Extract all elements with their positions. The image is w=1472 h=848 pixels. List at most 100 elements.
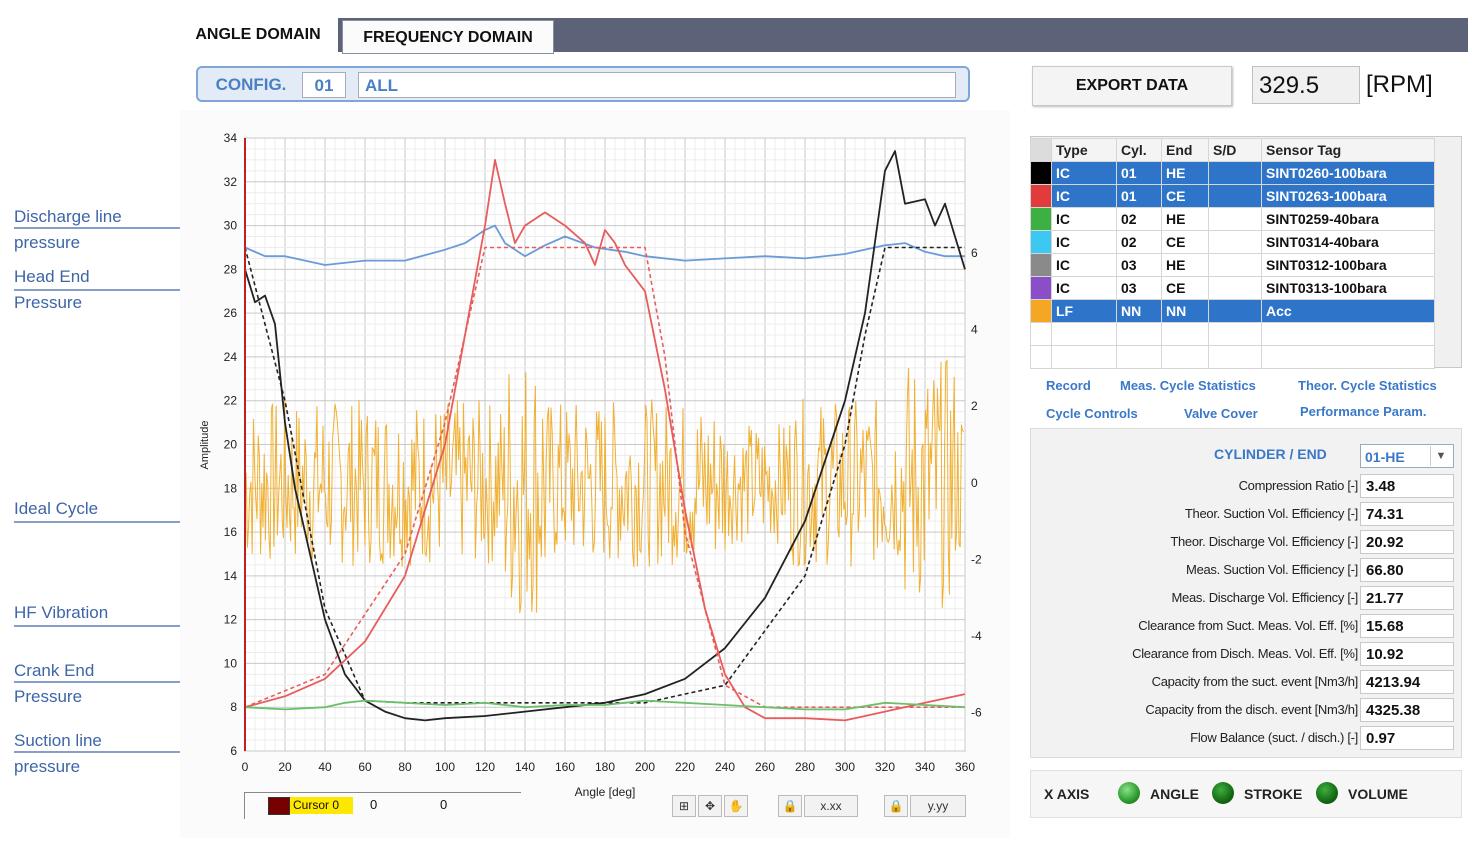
sensor-cell-tag: SINT0314-40bara [1261,230,1435,254]
volume-radio-led[interactable] [1316,782,1338,804]
series-discharge-line-pressure [244,224,965,266]
stat-label: Compression Ratio [-] [1238,478,1359,493]
tab-performance-param[interactable]: Performance Param. [1300,404,1427,419]
sensor-row-empty[interactable] [1030,322,1435,346]
series-hf-vibration [244,358,965,614]
series-head-end-pressure [244,150,966,722]
sensor-color-swatch[interactable] [1030,299,1052,323]
x-tick-label: 340 [915,760,935,774]
y2-tick-label: -6 [971,706,982,720]
annotation-text: Suction line [14,731,102,750]
x-tick-label: 260 [755,760,775,774]
y2-tick-label: 6 [971,246,978,260]
tab-frequency-domain[interactable]: FREQUENCY DOMAIN [342,20,554,54]
y-tick-label: 20 [224,438,238,452]
sensor-cell-tag: Acc [1261,299,1435,323]
stat-label: Capacity from the disch. event [Nm3/h] [1145,702,1358,717]
sensor-row[interactable]: IC 03 HE SINT0312-100bara [1030,253,1435,277]
sensor-cell-end: HE [1161,161,1209,185]
volume-option-label[interactable]: VOLUME [1348,786,1408,802]
x-tick-label: 180 [595,760,615,774]
column-header[interactable]: Cyl. [1116,138,1162,162]
sensor-cell-end: HE [1161,253,1209,277]
sensor-row[interactable]: IC 01 HE SINT0260-100bara [1030,161,1435,185]
config-number-field[interactable]: 01 [302,72,346,98]
angle-radio-led[interactable] [1118,782,1140,804]
stat-value: 4213.94 [1360,670,1454,694]
x-tick-label: 60 [358,760,372,774]
zoom-grid-tool[interactable]: ⊞ [672,795,696,817]
stat-label: Clearance from Suct. Meas. Vol. Eff. [%] [1138,618,1358,633]
cylinder-end-select[interactable]: 01-HE [1360,444,1454,468]
stat-label: Clearance from Disch. Meas. Vol. Eff. [%… [1132,646,1358,661]
x-lock-icon[interactable]: 🔒 [778,795,802,817]
sensor-cell-type: IC [1051,253,1117,277]
sensor-table: Type Cyl. End S/D Sensor Tag IC 01 HE SINT0… [1030,138,1435,369]
pan-tool[interactable]: ✥ [698,795,722,817]
annotation-text: HF Vibration [14,603,109,622]
sensor-row[interactable]: IC 02 CE SINT0314-40bara [1030,230,1435,254]
stroke-radio-led[interactable] [1212,782,1234,804]
series-suction-line-pressure [244,699,966,711]
tab-meas-cycle-statistics[interactable]: Meas. Cycle Statistics [1120,378,1256,393]
sensor-cell-type: IC [1051,184,1117,208]
sensor-color-swatch[interactable] [1030,207,1052,231]
sensor-row[interactable]: LF NN NN Acc [1030,299,1435,323]
tab-angle-domain[interactable]: ANGLE DOMAIN [178,18,338,52]
sensor-row[interactable]: IC 03 CE SINT0313-100bara [1030,276,1435,300]
x-tick-label: 40 [318,760,332,774]
rpm-unit: [RPM] [1366,71,1433,98]
column-header[interactable]: End [1161,138,1209,162]
cursor-color-swatch[interactable] [268,797,290,815]
annotation-text: pressure [14,757,81,776]
config-selection-field[interactable]: ALL [358,72,956,98]
annotation-ideal-cycle: Ideal Cycle [14,496,98,522]
stat-value: 20.92 [1360,530,1454,554]
angle-option-label[interactable]: ANGLE [1150,786,1199,802]
sensor-cell-cyl: 03 [1116,253,1162,277]
sensor-cell-tag: SINT0260-100bara [1261,161,1435,185]
export-data-button[interactable]: EXPORT DATA [1032,66,1232,106]
stat-label: Flow Balance (suct. / disch.) [-] [1190,730,1358,745]
series-crank-end-pressure [244,159,966,722]
tab-theor-cycle-statistics[interactable]: Theor. Cycle Statistics [1298,378,1437,393]
tab-valve-cover[interactable]: Valve Cover [1184,406,1258,421]
annotation-discharge-line: Discharge line pressure [14,204,122,256]
angle-domain-chart[interactable]: 0 20 40 60 80 100 120 140 160 180 200 220 240 260 280 3… [180,110,1010,810]
column-header[interactable]: Sensor Tag [1261,138,1435,162]
tab-cycle-controls[interactable]: Cycle Controls [1046,406,1138,421]
config-button[interactable]: CONFIG. [215,75,287,94]
hand-tool[interactable]: ✋ [724,795,748,817]
end-label: / END [1289,446,1327,462]
sensor-color-swatch[interactable] [1030,184,1052,208]
stroke-option-label[interactable]: STROKE [1244,786,1303,802]
select-all-cell[interactable] [1030,138,1052,162]
y-tick-label: 24 [224,350,238,364]
chevron-down-icon[interactable]: ▼ [1430,446,1451,466]
column-header[interactable]: Type [1051,138,1117,162]
sensor-color-swatch[interactable] [1030,276,1052,300]
y-axis-label: Amplitude [199,421,211,470]
sensor-cell-sd [1208,161,1262,185]
sensor-row[interactable]: IC 02 HE SINT0259-40bara [1030,207,1435,231]
sensor-cell-empty [1051,322,1117,346]
tab-record[interactable]: Record [1046,378,1091,393]
x-format-button[interactable]: x.xx [804,795,858,817]
sensor-cell-end: CE [1161,276,1209,300]
sensor-color-swatch[interactable] [1030,230,1052,254]
y-format-button[interactable]: y.yy [910,795,966,817]
sensor-color-swatch[interactable] [1030,253,1052,277]
column-header[interactable]: S/D [1208,138,1262,162]
y-lock-icon[interactable]: 🔒 [884,795,908,817]
sensor-row-empty[interactable] [1030,345,1435,369]
cursor-name[interactable]: Cursor 0 [290,797,353,814]
x-axis-panel [1030,770,1462,818]
y-tick-label: 6 [230,744,237,758]
sensor-cell-cyl: 01 [1116,161,1162,185]
sensor-color-swatch[interactable] [1030,161,1052,185]
y-tick-label: 28 [224,262,238,276]
y-tick-label: 18 [224,481,238,495]
x-tick-label: 160 [555,760,575,774]
sensor-row[interactable]: IC 01 CE SINT0263-100bara [1030,184,1435,208]
stat-label: Theor. Suction Vol. Efficiency [-] [1184,506,1358,521]
